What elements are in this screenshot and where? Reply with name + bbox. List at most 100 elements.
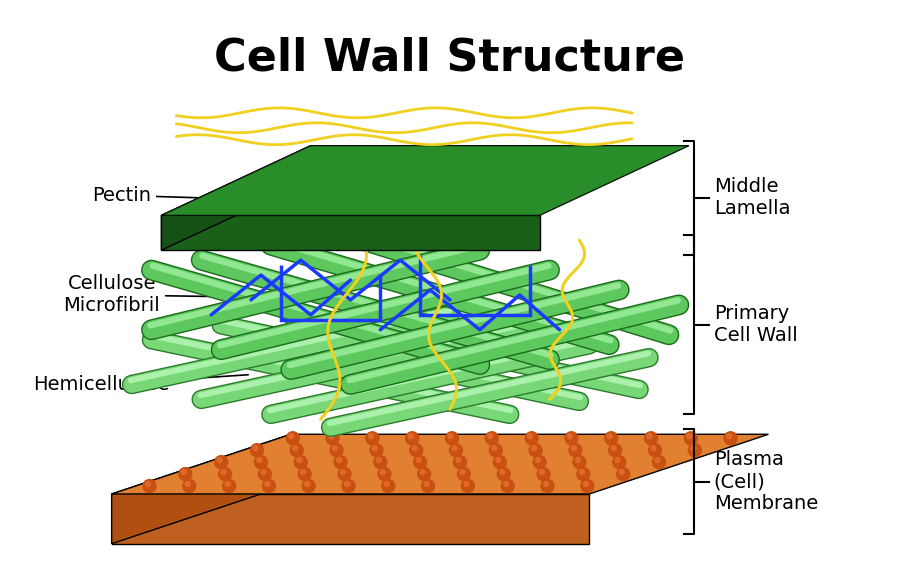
Circle shape	[376, 458, 382, 463]
Circle shape	[253, 446, 258, 451]
Circle shape	[261, 470, 266, 475]
Circle shape	[456, 458, 461, 463]
Circle shape	[449, 443, 463, 457]
Circle shape	[406, 432, 419, 445]
Circle shape	[384, 482, 390, 487]
Circle shape	[485, 432, 499, 445]
Circle shape	[292, 446, 298, 451]
Circle shape	[328, 434, 334, 439]
Circle shape	[421, 479, 435, 492]
Circle shape	[334, 455, 347, 469]
Circle shape	[540, 470, 544, 475]
Circle shape	[410, 443, 423, 457]
Circle shape	[286, 432, 299, 445]
Circle shape	[504, 482, 508, 487]
Circle shape	[529, 443, 542, 457]
Circle shape	[684, 432, 698, 445]
Circle shape	[616, 467, 630, 481]
Circle shape	[541, 479, 554, 492]
Circle shape	[340, 470, 346, 475]
Circle shape	[326, 432, 339, 445]
Circle shape	[258, 467, 272, 481]
Polygon shape	[112, 434, 291, 544]
Text: Middle
Lamella: Middle Lamella	[714, 177, 790, 218]
Circle shape	[215, 455, 228, 469]
Circle shape	[179, 467, 192, 481]
Circle shape	[651, 446, 656, 451]
Circle shape	[337, 458, 341, 463]
Text: Cell Wall Structure: Cell Wall Structure	[214, 36, 686, 79]
Circle shape	[605, 432, 617, 445]
Circle shape	[464, 482, 469, 487]
Circle shape	[302, 479, 315, 492]
Circle shape	[452, 446, 457, 451]
Circle shape	[217, 458, 222, 463]
Circle shape	[525, 432, 538, 445]
Circle shape	[644, 432, 658, 445]
Circle shape	[608, 434, 612, 439]
Circle shape	[382, 479, 395, 492]
Circle shape	[409, 434, 413, 439]
Polygon shape	[112, 494, 590, 544]
Circle shape	[298, 467, 311, 481]
Circle shape	[416, 458, 421, 463]
Circle shape	[613, 455, 626, 469]
Circle shape	[462, 479, 474, 492]
Circle shape	[573, 455, 586, 469]
Circle shape	[491, 446, 497, 451]
Circle shape	[424, 482, 429, 487]
Circle shape	[294, 455, 307, 469]
Circle shape	[577, 467, 590, 481]
Circle shape	[250, 443, 264, 457]
Circle shape	[532, 446, 536, 451]
Circle shape	[460, 470, 465, 475]
Circle shape	[289, 434, 293, 439]
Circle shape	[330, 443, 343, 457]
Circle shape	[500, 470, 505, 475]
Circle shape	[567, 434, 572, 439]
Circle shape	[572, 446, 576, 451]
Circle shape	[454, 455, 466, 469]
Circle shape	[575, 458, 580, 463]
Circle shape	[338, 467, 351, 481]
Circle shape	[501, 479, 514, 492]
Circle shape	[544, 482, 548, 487]
Circle shape	[580, 479, 594, 492]
Circle shape	[333, 446, 338, 451]
Circle shape	[221, 470, 226, 475]
Circle shape	[291, 443, 303, 457]
Text: Plasma
(Cell)
Membrane: Plasma (Cell) Membrane	[714, 450, 818, 513]
Circle shape	[691, 446, 696, 451]
Circle shape	[146, 482, 150, 487]
Circle shape	[493, 455, 506, 469]
Text: Primary
Cell Wall: Primary Cell Wall	[714, 304, 797, 345]
Circle shape	[687, 434, 692, 439]
Circle shape	[688, 443, 701, 457]
Circle shape	[381, 470, 385, 475]
Circle shape	[527, 434, 533, 439]
Polygon shape	[112, 434, 769, 494]
Circle shape	[297, 458, 302, 463]
Circle shape	[414, 455, 427, 469]
Circle shape	[185, 482, 190, 487]
Circle shape	[373, 446, 377, 451]
Polygon shape	[161, 146, 689, 215]
Circle shape	[368, 434, 373, 439]
Circle shape	[366, 432, 379, 445]
Circle shape	[647, 434, 652, 439]
Circle shape	[181, 470, 186, 475]
Circle shape	[183, 479, 195, 492]
Circle shape	[608, 443, 622, 457]
Circle shape	[143, 479, 156, 492]
Circle shape	[726, 434, 732, 439]
Circle shape	[611, 446, 616, 451]
Circle shape	[418, 467, 430, 481]
Circle shape	[583, 482, 589, 487]
Circle shape	[536, 458, 541, 463]
Circle shape	[488, 434, 493, 439]
Circle shape	[446, 432, 458, 445]
Circle shape	[490, 443, 502, 457]
Circle shape	[342, 479, 355, 492]
Circle shape	[569, 443, 582, 457]
Text: Hemicellulose: Hemicellulose	[33, 374, 248, 394]
